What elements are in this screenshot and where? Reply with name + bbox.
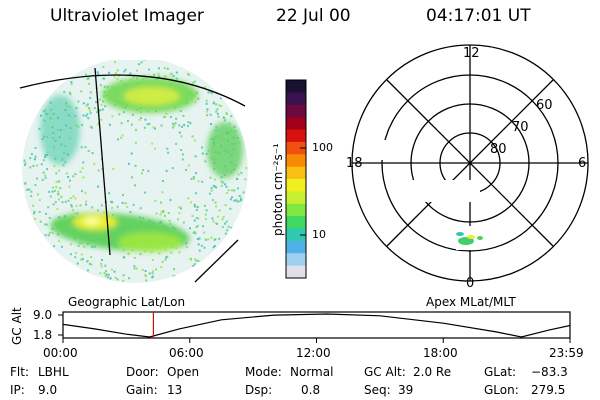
mlt-label-12: 12 — [463, 46, 480, 61]
colorbar-segment — [286, 104, 306, 118]
timeline-x-ticks — [62, 338, 571, 343]
apex-caption: Apex MLat/MLT — [426, 295, 516, 309]
stat-dsp-label: Dsp: — [245, 383, 273, 397]
geographic-image-panel — [19, 60, 248, 283]
meridian-line — [94, 67, 111, 256]
time-label: 04:17:01 UT — [426, 6, 531, 26]
mlat-label-60: 60 — [536, 98, 553, 113]
stat-filter-label: Flt: — [10, 365, 29, 379]
stat-seq-value: 39 — [398, 383, 414, 397]
stat-gain-label: Gain: — [126, 383, 158, 397]
stat-glat-label: GLat: — [484, 365, 517, 379]
gc-altitude-curve — [62, 313, 571, 338]
colorbar-unit-label: photon cm⁻²s⁻¹ — [271, 143, 285, 236]
colorbar-segment — [286, 179, 306, 192]
mlt-label-6: 6 — [578, 156, 587, 171]
stat-door-value: Open — [167, 365, 200, 379]
colorbar-segment — [286, 80, 306, 93]
stat-ip-value: 9.0 — [38, 383, 58, 397]
colorbar-segment — [286, 141, 306, 155]
stat-filter-value: LBHL — [38, 365, 69, 379]
colorbar-segment — [286, 216, 306, 230]
xtick-23-59: 23:59 — [549, 346, 584, 360]
colorbar-segment — [286, 228, 306, 242]
colorbar-segment — [286, 240, 306, 254]
colorbar-segment — [286, 203, 306, 217]
date-label: 22 Jul 00 — [276, 6, 351, 26]
colorbar-segment — [286, 92, 306, 106]
uv-disk-image — [22, 60, 248, 283]
stat-glon-value: 279.5 — [531, 383, 566, 397]
stat-gcalt-label: GC Alt: — [364, 365, 406, 379]
xtick-00-00: 00:00 — [43, 346, 78, 360]
colorbar-segment — [286, 253, 306, 267]
stat-door-label: Door: — [126, 365, 159, 379]
xtick-18-00: 18:00 — [423, 346, 458, 360]
timeline-ylabel: GC Alt — [10, 307, 24, 345]
stat-gcalt-value: 2.0 Re — [413, 365, 452, 379]
timeline-ytick-9: 9.0 — [33, 308, 53, 322]
colorbar-segment — [286, 117, 306, 131]
colorbar-segment — [286, 129, 306, 143]
mlt-label-18: 18 — [346, 156, 363, 171]
mlt-label-0: 0 — [466, 276, 475, 291]
colorbar-segment — [286, 166, 306, 180]
altitude-timeline — [58, 311, 571, 339]
colorbar-tick-10: 10 — [312, 228, 326, 241]
stat-mode-value: Normal — [290, 365, 334, 379]
auroral-emission — [40, 77, 243, 252]
polar-aurora-blob — [456, 232, 483, 245]
lat-circle-line — [19, 74, 246, 107]
mlat-label-80: 80 — [490, 142, 507, 157]
colorbar-segment — [286, 154, 306, 168]
xtick-06-00: 06:00 — [169, 346, 204, 360]
stat-ip-label: IP: — [10, 383, 25, 397]
geographic-caption: Geographic Lat/Lon — [68, 295, 186, 309]
stat-glat-value: −83.3 — [531, 365, 568, 379]
colorbar-segment — [286, 191, 306, 205]
stat-glon-label: GLon: — [484, 383, 519, 397]
timeline-ytick-1_8: 1.8 — [33, 328, 53, 342]
stat-mode-label: Mode: — [245, 365, 282, 379]
stat-dsp-value: 0.8 — [301, 383, 321, 397]
mlat-label-70: 70 — [512, 120, 529, 135]
colorbar-tick-100: 100 — [312, 141, 333, 154]
polar-mlat-mlt-plot — [351, 44, 589, 282]
stat-gain-value: 13 — [167, 383, 183, 397]
color-bar — [285, 79, 307, 279]
terminator-line — [194, 239, 239, 283]
instrument-title: Ultraviolet Imager — [50, 6, 204, 26]
xtick-12-00: 12:00 — [296, 346, 331, 360]
stat-seq-label: Seq: — [364, 383, 391, 397]
color-bar-ticks — [300, 147, 306, 236]
colorbar-segment — [286, 265, 306, 279]
